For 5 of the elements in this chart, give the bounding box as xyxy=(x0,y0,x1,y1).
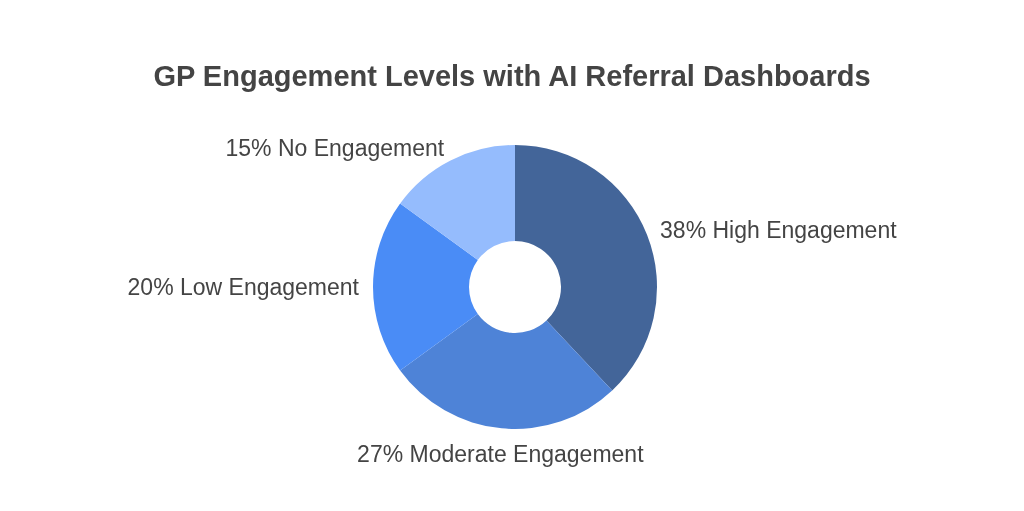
slice-label: 27% Moderate Engagement xyxy=(357,440,645,467)
slice-label: 15% No Engagement xyxy=(225,135,445,161)
slice-label: 20% Low Engagement xyxy=(127,274,360,300)
slice-label: 38% High Engagement xyxy=(660,216,898,243)
chart-title: GP Engagement Levels with AI Referral Dashboards xyxy=(153,59,871,92)
